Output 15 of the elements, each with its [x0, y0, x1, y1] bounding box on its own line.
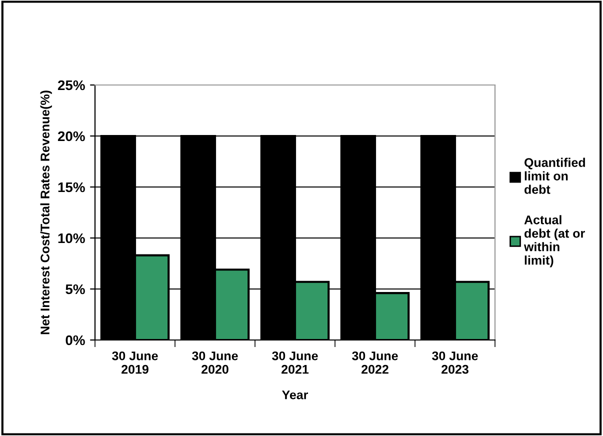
y-axis-title: Net Interest Cost/Total Rates Revenue(%) — [40, 90, 52, 334]
x-tick-label: 30 June 2020 — [192, 351, 238, 374]
x-tick-label: 30 June 2022 — [352, 351, 398, 374]
legend-label: Quantified limit on debt — [524, 158, 585, 194]
y-tick-label: 15% — [58, 182, 85, 192]
y-tick-label: 20% — [58, 131, 85, 142]
x-tick-label: 30 June 2019 — [112, 351, 158, 374]
x-tick-label: 30 June 2021 — [272, 351, 318, 374]
y-tick-label: 10% — [58, 233, 85, 244]
y-tick-label: 25% — [58, 80, 85, 90]
x-tick-label: 30 June 2023 — [432, 351, 478, 374]
legend-label: Actual debt (at or within limit) — [524, 215, 585, 268]
y-tick-label: 5% — [66, 284, 85, 294]
x-axis-title: Year — [282, 390, 308, 400]
y-tick-label: 0% — [66, 335, 85, 346]
